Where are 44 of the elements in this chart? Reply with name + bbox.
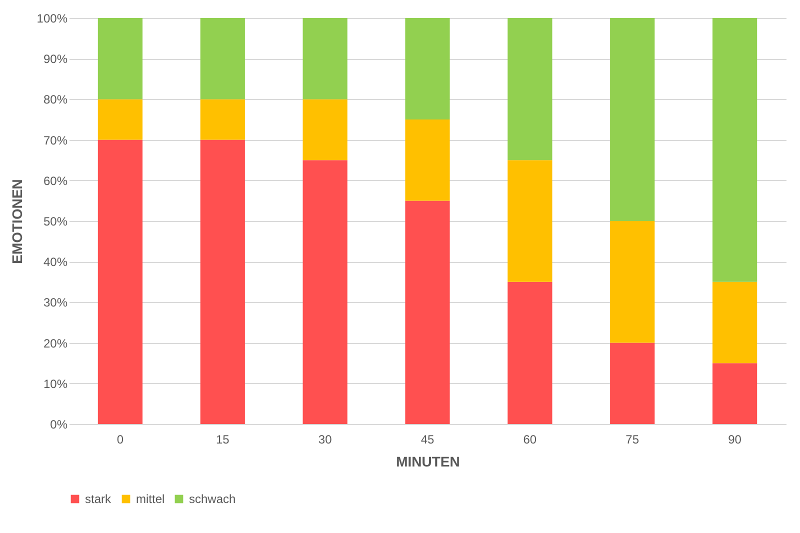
legend-label: stark bbox=[85, 492, 112, 506]
y-tick-label: 60% bbox=[43, 174, 68, 188]
y-tick-label: 20% bbox=[43, 336, 68, 350]
bar bbox=[405, 200, 450, 424]
y-tick-label: 50% bbox=[43, 214, 68, 228]
x-tick-label: 45 bbox=[420, 432, 434, 446]
bar bbox=[200, 18, 245, 100]
bar bbox=[508, 282, 552, 424]
bar bbox=[98, 99, 143, 140]
y-tick-label: 0% bbox=[50, 418, 68, 432]
bar bbox=[712, 363, 758, 424]
y-tick-label: 10% bbox=[43, 376, 68, 391]
bar bbox=[405, 18, 450, 120]
legend-label: mittel bbox=[136, 492, 165, 506]
bar bbox=[712, 18, 758, 282]
x-axis-title: MINUTEN bbox=[396, 454, 460, 470]
bar bbox=[302, 18, 348, 100]
bar bbox=[508, 18, 552, 160]
bar bbox=[405, 120, 450, 201]
bar bbox=[302, 160, 348, 424]
y-axis-title: EMOTIONEN bbox=[8, 179, 25, 264]
x-tick-label: 0 bbox=[116, 432, 124, 446]
bar bbox=[610, 18, 655, 221]
y-tick-label: 80% bbox=[43, 92, 68, 107]
bar bbox=[98, 140, 143, 424]
bar bbox=[610, 342, 655, 424]
bar bbox=[302, 99, 348, 160]
x-tick-label: 90 bbox=[728, 432, 742, 446]
y-tick-label: 90% bbox=[43, 52, 68, 66]
bar bbox=[200, 99, 245, 140]
y-tick-label: 40% bbox=[43, 255, 68, 270]
bar bbox=[610, 221, 655, 343]
legend-label: schwach bbox=[189, 492, 236, 506]
bar bbox=[712, 282, 758, 364]
bar bbox=[200, 140, 245, 424]
x-tick-label: 60 bbox=[523, 432, 537, 446]
y-tick-label: 100% bbox=[36, 12, 68, 26]
x-tick-label: 30 bbox=[318, 432, 332, 446]
bar bbox=[508, 160, 552, 282]
bar bbox=[98, 18, 143, 100]
x-tick-label: 15 bbox=[216, 432, 230, 446]
y-tick-label: 70% bbox=[43, 133, 68, 148]
y-tick-label: 30% bbox=[43, 296, 68, 310]
x-tick-label: 75 bbox=[626, 432, 640, 446]
